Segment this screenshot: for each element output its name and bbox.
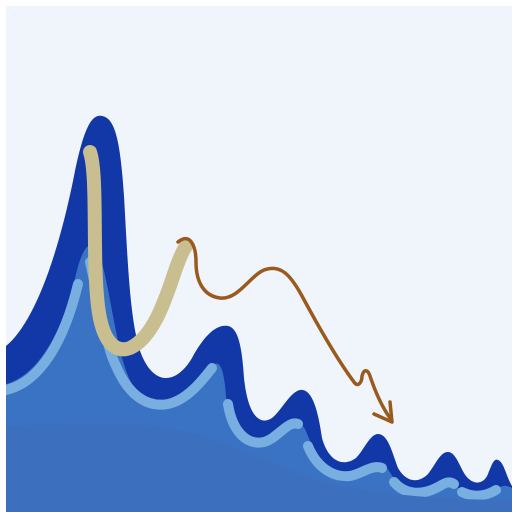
arrow-down-right-icon <box>372 400 394 424</box>
illustration-panel <box>6 6 512 512</box>
wave-illustration <box>6 6 512 512</box>
beige-curve <box>83 145 193 357</box>
light-blue-stripe <box>6 257 501 501</box>
base-blue-floor <box>6 422 512 512</box>
brown-arrow-line <box>176 236 392 420</box>
